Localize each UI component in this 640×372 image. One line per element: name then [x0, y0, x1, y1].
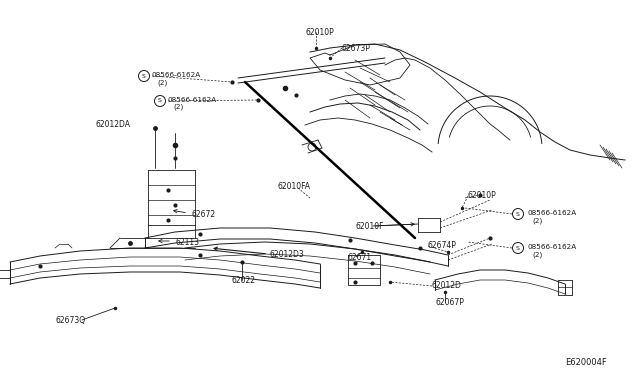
Text: S: S — [142, 74, 146, 78]
Text: 08566-6162A: 08566-6162A — [168, 97, 217, 103]
Text: 62673Q: 62673Q — [55, 316, 85, 325]
Text: 62022: 62022 — [232, 276, 256, 285]
Text: 62010F: 62010F — [355, 222, 383, 231]
Text: 62673P: 62673P — [342, 44, 371, 53]
Text: S: S — [516, 212, 520, 217]
Text: 08566-6162A: 08566-6162A — [152, 72, 201, 78]
Text: 62674P: 62674P — [428, 241, 457, 250]
Text: 62067P: 62067P — [435, 298, 464, 307]
Text: 62671: 62671 — [348, 253, 372, 262]
Text: 62113: 62113 — [175, 238, 199, 247]
Text: 08566-6162A: 08566-6162A — [527, 244, 576, 250]
Text: (2): (2) — [173, 104, 183, 110]
Text: S: S — [516, 246, 520, 250]
Text: E620004F: E620004F — [565, 358, 607, 367]
Text: (2): (2) — [157, 79, 167, 86]
Text: 62010P: 62010P — [306, 28, 335, 37]
Text: 08566-6162A: 08566-6162A — [527, 210, 576, 216]
Text: 62012D: 62012D — [432, 281, 462, 290]
Text: (2): (2) — [532, 217, 542, 224]
Text: 62012DA: 62012DA — [95, 120, 130, 129]
Text: 62672: 62672 — [192, 210, 216, 219]
Text: S: S — [158, 99, 162, 103]
Text: 62010FA: 62010FA — [278, 182, 311, 191]
Text: 62012D3: 62012D3 — [270, 250, 305, 259]
Text: (2): (2) — [532, 251, 542, 257]
Text: 62010P: 62010P — [468, 191, 497, 200]
